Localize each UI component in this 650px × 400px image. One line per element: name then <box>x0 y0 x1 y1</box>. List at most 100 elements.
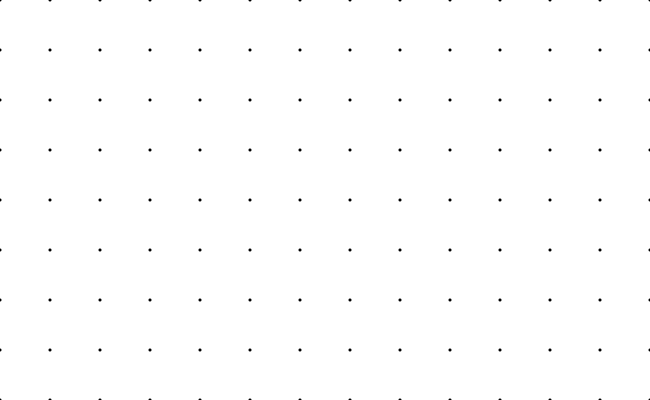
grid-dot <box>498 98 502 102</box>
grid-dot <box>48 98 52 102</box>
grid-dot <box>48 298 52 302</box>
grid-dot <box>248 298 252 302</box>
grid-dot <box>548 348 552 352</box>
grid-dot <box>398 248 402 252</box>
grid-dot <box>498 48 502 52</box>
grid-dot <box>198 248 202 252</box>
grid-dot <box>598 0 602 2</box>
grid-dot <box>148 248 152 252</box>
grid-dot <box>198 98 202 102</box>
grid-dot <box>0 48 2 52</box>
grid-dot <box>298 348 302 352</box>
grid-dot <box>598 248 602 252</box>
grid-dot <box>248 48 252 52</box>
grid-dot <box>598 348 602 352</box>
grid-dot <box>98 48 102 52</box>
grid-dot <box>0 98 2 102</box>
grid-dot <box>498 198 502 202</box>
grid-dot <box>298 298 302 302</box>
grid-dot <box>548 298 552 302</box>
grid-dot <box>48 148 52 152</box>
grid-dot <box>198 48 202 52</box>
grid-dot <box>348 98 352 102</box>
grid-dot <box>298 48 302 52</box>
grid-dot <box>98 298 102 302</box>
grid-dot <box>248 148 252 152</box>
grid-dot <box>598 48 602 52</box>
grid-dot <box>98 198 102 202</box>
grid-dot <box>148 148 152 152</box>
grid-dot <box>148 98 152 102</box>
grid-dot <box>298 98 302 102</box>
grid-dot <box>248 348 252 352</box>
grid-dot <box>598 148 602 152</box>
grid-dot <box>248 0 252 2</box>
grid-dot <box>148 298 152 302</box>
grid-dot <box>0 148 2 152</box>
grid-dot <box>198 148 202 152</box>
grid-dot <box>248 198 252 202</box>
grid-dot <box>198 348 202 352</box>
grid-dot <box>398 148 402 152</box>
grid-dot <box>348 148 352 152</box>
grid-dot <box>448 198 452 202</box>
grid-dot <box>0 198 2 202</box>
grid-dot <box>448 248 452 252</box>
grid-dot <box>448 148 452 152</box>
grid-dot <box>298 0 302 2</box>
grid-dot <box>348 298 352 302</box>
grid-dot <box>98 0 102 2</box>
grid-dot <box>148 48 152 52</box>
grid-dot <box>448 0 452 2</box>
grid-dot <box>248 248 252 252</box>
grid-dot <box>298 198 302 202</box>
grid-dot <box>48 0 52 2</box>
grid-dot <box>548 248 552 252</box>
grid-dot <box>148 0 152 2</box>
grid-dot <box>348 0 352 2</box>
grid-dot <box>598 198 602 202</box>
grid-dot <box>48 198 52 202</box>
grid-dot <box>298 148 302 152</box>
grid-dot <box>398 0 402 2</box>
grid-dot <box>198 298 202 302</box>
grid-dot <box>98 248 102 252</box>
grid-dot <box>0 0 2 2</box>
grid-dot <box>498 148 502 152</box>
grid-dot <box>348 48 352 52</box>
grid-dot <box>198 0 202 2</box>
grid-dot <box>0 348 2 352</box>
grid-dot <box>98 98 102 102</box>
grid-dot <box>98 348 102 352</box>
grid-dot <box>198 198 202 202</box>
grid-dot <box>0 248 2 252</box>
grid-dot <box>348 248 352 252</box>
grid-dot <box>398 198 402 202</box>
grid-dot <box>548 148 552 152</box>
grid-dot <box>398 348 402 352</box>
grid-dot <box>548 98 552 102</box>
grid-dot <box>98 148 102 152</box>
grid-dot <box>448 348 452 352</box>
grid-dot <box>498 298 502 302</box>
grid-dot <box>0 298 2 302</box>
grid-dot <box>598 298 602 302</box>
grid-dot <box>448 48 452 52</box>
grid-dot <box>398 298 402 302</box>
grid-dot <box>398 98 402 102</box>
grid-dot <box>398 48 402 52</box>
grid-dot <box>498 348 502 352</box>
grid-dot <box>148 348 152 352</box>
grid-dot <box>448 98 452 102</box>
grid-dot <box>598 98 602 102</box>
grid-dot <box>298 248 302 252</box>
grid-dot <box>498 0 502 2</box>
grid-dot <box>148 198 152 202</box>
grid-dot <box>48 48 52 52</box>
grid-dot <box>498 248 502 252</box>
grid-dot <box>448 298 452 302</box>
grid-dot <box>348 198 352 202</box>
grid-dot <box>548 48 552 52</box>
